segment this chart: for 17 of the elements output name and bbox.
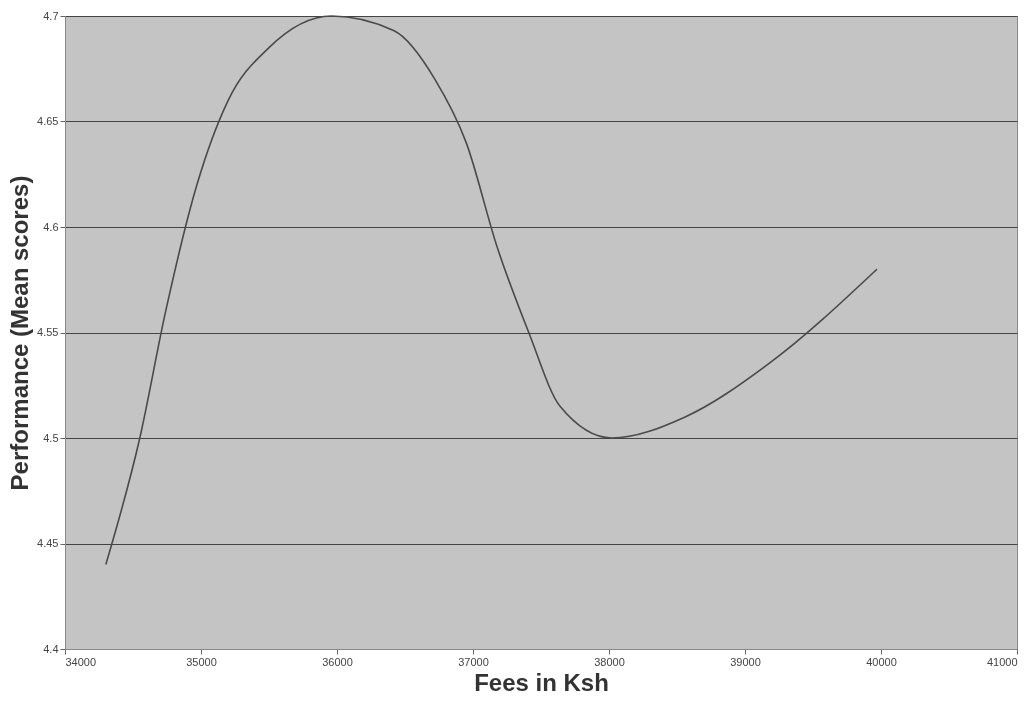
x-tick-label: 36000: [322, 655, 353, 668]
x-tick-label: 39000: [730, 655, 761, 668]
x-tick-label: 38000: [594, 655, 625, 668]
x-tick-label: 41000: [986, 655, 1018, 668]
y-axis-title: Performance (Mean scores): [6, 175, 34, 491]
y-tick-label: 4.4: [43, 642, 59, 655]
y-tick-label: 4.7: [43, 9, 59, 22]
y-tick-label: 4.6: [43, 220, 59, 233]
x-tick-label: 35000: [186, 655, 217, 668]
y-tick-label: 4.55: [37, 326, 59, 338]
y-tick-label: 4.65: [37, 115, 59, 127]
x-tick-label: 40000: [866, 655, 897, 668]
y-tick-label: 4.5: [43, 431, 59, 444]
x-tick-label: 34000: [65, 655, 97, 668]
x-axis-title: Fees in Ksh: [474, 668, 609, 696]
x-tick-label: 37000: [458, 655, 489, 668]
y-tick-label: 4.45: [37, 537, 59, 549]
